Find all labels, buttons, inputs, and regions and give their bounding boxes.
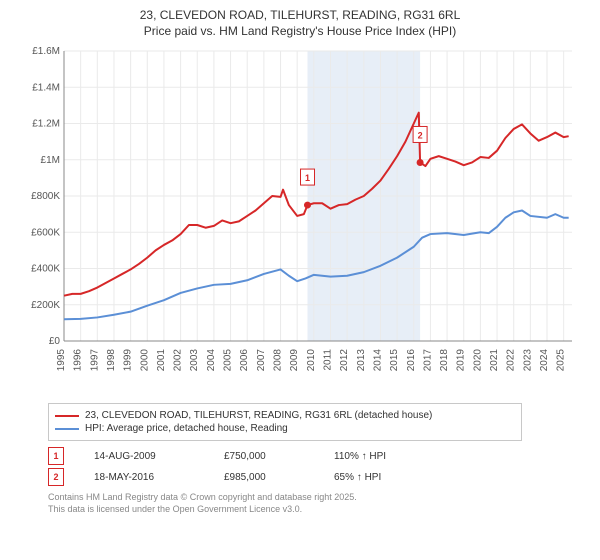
svg-text:2017: 2017 bbox=[422, 349, 433, 372]
svg-text:£400K: £400K bbox=[31, 264, 60, 275]
footnote: Contains HM Land Registry data © Crown c… bbox=[48, 492, 584, 515]
svg-text:2019: 2019 bbox=[456, 349, 467, 372]
sale-marker-2: 2 bbox=[48, 468, 64, 486]
svg-text:1998: 1998 bbox=[106, 349, 117, 372]
svg-text:1997: 1997 bbox=[89, 349, 100, 372]
legend-row-price: 23, CLEVEDON ROAD, TILEHURST, READING, R… bbox=[55, 410, 515, 421]
sale-price-2: £985,000 bbox=[224, 472, 304, 483]
svg-text:2018: 2018 bbox=[439, 349, 450, 372]
svg-text:2005: 2005 bbox=[223, 349, 234, 372]
svg-text:£600K: £600K bbox=[31, 227, 60, 238]
svg-text:£800K: £800K bbox=[31, 191, 60, 202]
svg-text:2020: 2020 bbox=[472, 349, 483, 372]
footnote-line1: Contains HM Land Registry data © Crown c… bbox=[48, 492, 584, 504]
svg-text:2010: 2010 bbox=[306, 349, 317, 372]
svg-text:2011: 2011 bbox=[322, 349, 333, 371]
legend-label-price: 23, CLEVEDON ROAD, TILEHURST, READING, R… bbox=[85, 410, 432, 421]
title-line1: 23, CLEVEDON ROAD, TILEHURST, READING, R… bbox=[8, 8, 592, 24]
svg-text:2015: 2015 bbox=[389, 349, 400, 372]
svg-text:2007: 2007 bbox=[256, 349, 267, 372]
legend-swatch-hpi bbox=[55, 428, 79, 430]
sale-delta-2: 65% ↑ HPI bbox=[334, 472, 381, 483]
chart-title: 23, CLEVEDON ROAD, TILEHURST, READING, R… bbox=[8, 8, 592, 39]
legend-swatch-price bbox=[55, 415, 79, 417]
svg-text:2001: 2001 bbox=[156, 349, 167, 372]
svg-text:2025: 2025 bbox=[556, 349, 567, 372]
svg-text:1999: 1999 bbox=[123, 349, 134, 372]
svg-text:£200K: £200K bbox=[31, 300, 60, 311]
svg-text:2003: 2003 bbox=[189, 349, 200, 372]
svg-text:£1.4M: £1.4M bbox=[32, 82, 60, 93]
svg-text:2013: 2013 bbox=[356, 349, 367, 372]
sale-row-1: 1 14-AUG-2009 £750,000 110% ↑ HPI bbox=[48, 447, 584, 465]
svg-text:2014: 2014 bbox=[372, 349, 383, 372]
title-line2: Price paid vs. HM Land Registry's House … bbox=[8, 24, 592, 40]
svg-text:1995: 1995 bbox=[56, 349, 67, 372]
sale-row-2: 2 18-MAY-2016 £985,000 65% ↑ HPI bbox=[48, 468, 584, 486]
footnote-line2: This data is licensed under the Open Gov… bbox=[48, 504, 584, 516]
svg-text:2008: 2008 bbox=[273, 349, 284, 372]
line-chart: £0 £200K £400K £600K £800K £1M £1.2M £1.4M £1.6M… bbox=[20, 45, 580, 395]
svg-text:£1.6M: £1.6M bbox=[32, 46, 60, 57]
svg-text:£1M: £1M bbox=[41, 155, 60, 166]
svg-text:2006: 2006 bbox=[239, 349, 250, 372]
svg-text:2: 2 bbox=[418, 131, 423, 141]
sale-date-1: 14-AUG-2009 bbox=[94, 451, 194, 462]
svg-text:2012: 2012 bbox=[339, 349, 350, 372]
legend: 23, CLEVEDON ROAD, TILEHURST, READING, R… bbox=[48, 403, 522, 441]
svg-text:2004: 2004 bbox=[206, 349, 217, 372]
svg-text:2024: 2024 bbox=[539, 349, 550, 372]
svg-text:£0: £0 bbox=[49, 336, 61, 347]
svg-text:2009: 2009 bbox=[289, 349, 300, 372]
svg-text:1: 1 bbox=[305, 173, 310, 183]
svg-text:£1.2M: £1.2M bbox=[32, 119, 60, 130]
sale-delta-1: 110% ↑ HPI bbox=[334, 451, 386, 462]
svg-text:2023: 2023 bbox=[522, 349, 533, 372]
svg-text:2022: 2022 bbox=[506, 349, 517, 372]
chart-area: £0 £200K £400K £600K £800K £1M £1.2M £1.4M £1.6M… bbox=[20, 45, 580, 395]
sale-marker-1: 1 bbox=[48, 447, 64, 465]
svg-text:2000: 2000 bbox=[139, 349, 150, 372]
svg-text:2021: 2021 bbox=[489, 349, 500, 372]
legend-row-hpi: HPI: Average price, detached house, Read… bbox=[55, 423, 515, 434]
sales-table: 1 14-AUG-2009 £750,000 110% ↑ HPI 2 18-M… bbox=[48, 447, 584, 486]
legend-label-hpi: HPI: Average price, detached house, Read… bbox=[85, 423, 288, 434]
svg-text:2002: 2002 bbox=[173, 349, 184, 372]
sale-date-2: 18-MAY-2016 bbox=[94, 472, 194, 483]
svg-text:1996: 1996 bbox=[73, 349, 84, 372]
svg-text:2016: 2016 bbox=[406, 349, 417, 372]
sale-price-1: £750,000 bbox=[224, 451, 304, 462]
